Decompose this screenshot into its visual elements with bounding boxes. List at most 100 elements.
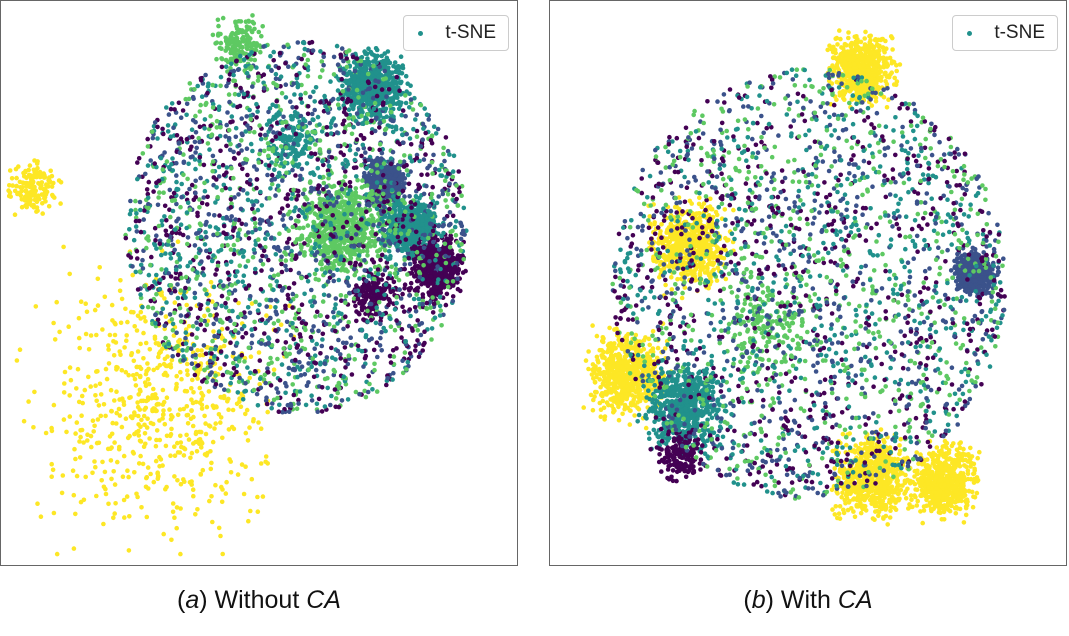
scatter-point (12, 188, 18, 194)
scatter-point (378, 335, 383, 341)
scatter-point (151, 386, 156, 392)
scatter-point (402, 194, 407, 199)
scatter-point (199, 445, 204, 450)
scatter-point (14, 175, 19, 181)
scatter-point (298, 96, 304, 101)
scatter-point (313, 314, 318, 319)
scatter-point (189, 408, 194, 414)
scatter-point (330, 213, 336, 218)
scatter-point (178, 440, 184, 445)
scatter-point (403, 100, 409, 106)
scatter-point (353, 303, 358, 309)
scatter-point (292, 316, 298, 321)
scatter-point (145, 416, 150, 422)
scatter-point (162, 421, 168, 427)
scatter-point (256, 350, 262, 355)
scatter-point (148, 158, 153, 163)
scatter-point (346, 107, 352, 112)
scatter-point (182, 446, 188, 452)
scatter-point (245, 25, 250, 31)
scatter-point (31, 205, 37, 210)
scatter-point (186, 323, 192, 329)
scatter-point (177, 450, 183, 455)
scatter-point (228, 470, 234, 475)
scatter-point (139, 417, 144, 423)
scatter-point (449, 236, 454, 242)
scatter-point (162, 356, 168, 362)
scatter-points-a (6, 13, 469, 557)
scatter-point (197, 367, 203, 372)
scatter-point (157, 418, 162, 423)
scatter-point (330, 262, 336, 267)
scatter-point (345, 361, 351, 367)
scatter-point (124, 338, 129, 344)
scatter-point (334, 199, 339, 205)
scatter-point (355, 78, 361, 84)
scatter-point (412, 274, 417, 279)
scatter-point (50, 467, 56, 473)
scatter-point (147, 381, 152, 387)
scatter-point (405, 172, 411, 178)
scatter-point (291, 141, 297, 146)
scatter-point (100, 327, 105, 332)
scatter-point (156, 354, 161, 360)
scatter-point (124, 333, 129, 338)
scatter-point (124, 494, 130, 499)
scatter-point (408, 83, 413, 88)
scatter-point (80, 400, 85, 406)
scatter-point (234, 38, 239, 44)
scatter-point (220, 551, 225, 557)
scatter-point (142, 407, 147, 412)
scatter-point (145, 361, 150, 366)
scatter-point (344, 64, 350, 70)
scatter-point (458, 288, 463, 294)
scatter-point (155, 341, 161, 346)
scatter-point (169, 426, 174, 432)
scatter-point (342, 202, 348, 208)
scatter-point (186, 437, 192, 442)
scatter-point (301, 225, 306, 231)
scatter-point (123, 369, 129, 375)
scatter-point (289, 135, 294, 140)
scatter-point (291, 208, 297, 214)
scatter-point (141, 413, 147, 419)
scatter-point (402, 153, 407, 158)
scatter-point (17, 347, 23, 353)
scatter-point (323, 227, 329, 232)
scatter-point (432, 288, 438, 294)
scatter-point (226, 396, 231, 402)
scatter-point (126, 372, 131, 378)
scatter-point (399, 248, 405, 253)
scatter-point (197, 441, 202, 447)
scatter-point (150, 135, 156, 141)
scatter-point (227, 457, 232, 462)
scatter-point (172, 515, 177, 520)
scatter-point (365, 183, 370, 188)
scatter-point (158, 457, 164, 462)
scatter-point (18, 193, 24, 198)
scatter-point (417, 158, 422, 164)
scatter-point (121, 453, 127, 459)
scatter-point (407, 239, 412, 244)
scatter-point (248, 354, 254, 360)
scatter-point (60, 473, 66, 478)
scatter-point (178, 222, 184, 227)
scatter-point (219, 499, 225, 505)
scatter-point (76, 315, 82, 321)
scatter-point (237, 399, 242, 405)
scatter-point (264, 313, 269, 318)
scatter-point (134, 430, 139, 435)
scatter-point (433, 292, 439, 297)
scatter-point (218, 279, 223, 284)
scatter-point (118, 278, 123, 283)
scatter-point (118, 320, 124, 326)
scatter-point (414, 195, 419, 200)
scatter-point (407, 261, 413, 267)
scatter-point (26, 173, 32, 179)
scatter-point (102, 294, 108, 300)
scatter-point (121, 402, 127, 408)
scatter-point (286, 64, 291, 69)
scatter-point (32, 189, 38, 195)
scatter-point (258, 258, 264, 264)
scatter-point (83, 301, 88, 307)
